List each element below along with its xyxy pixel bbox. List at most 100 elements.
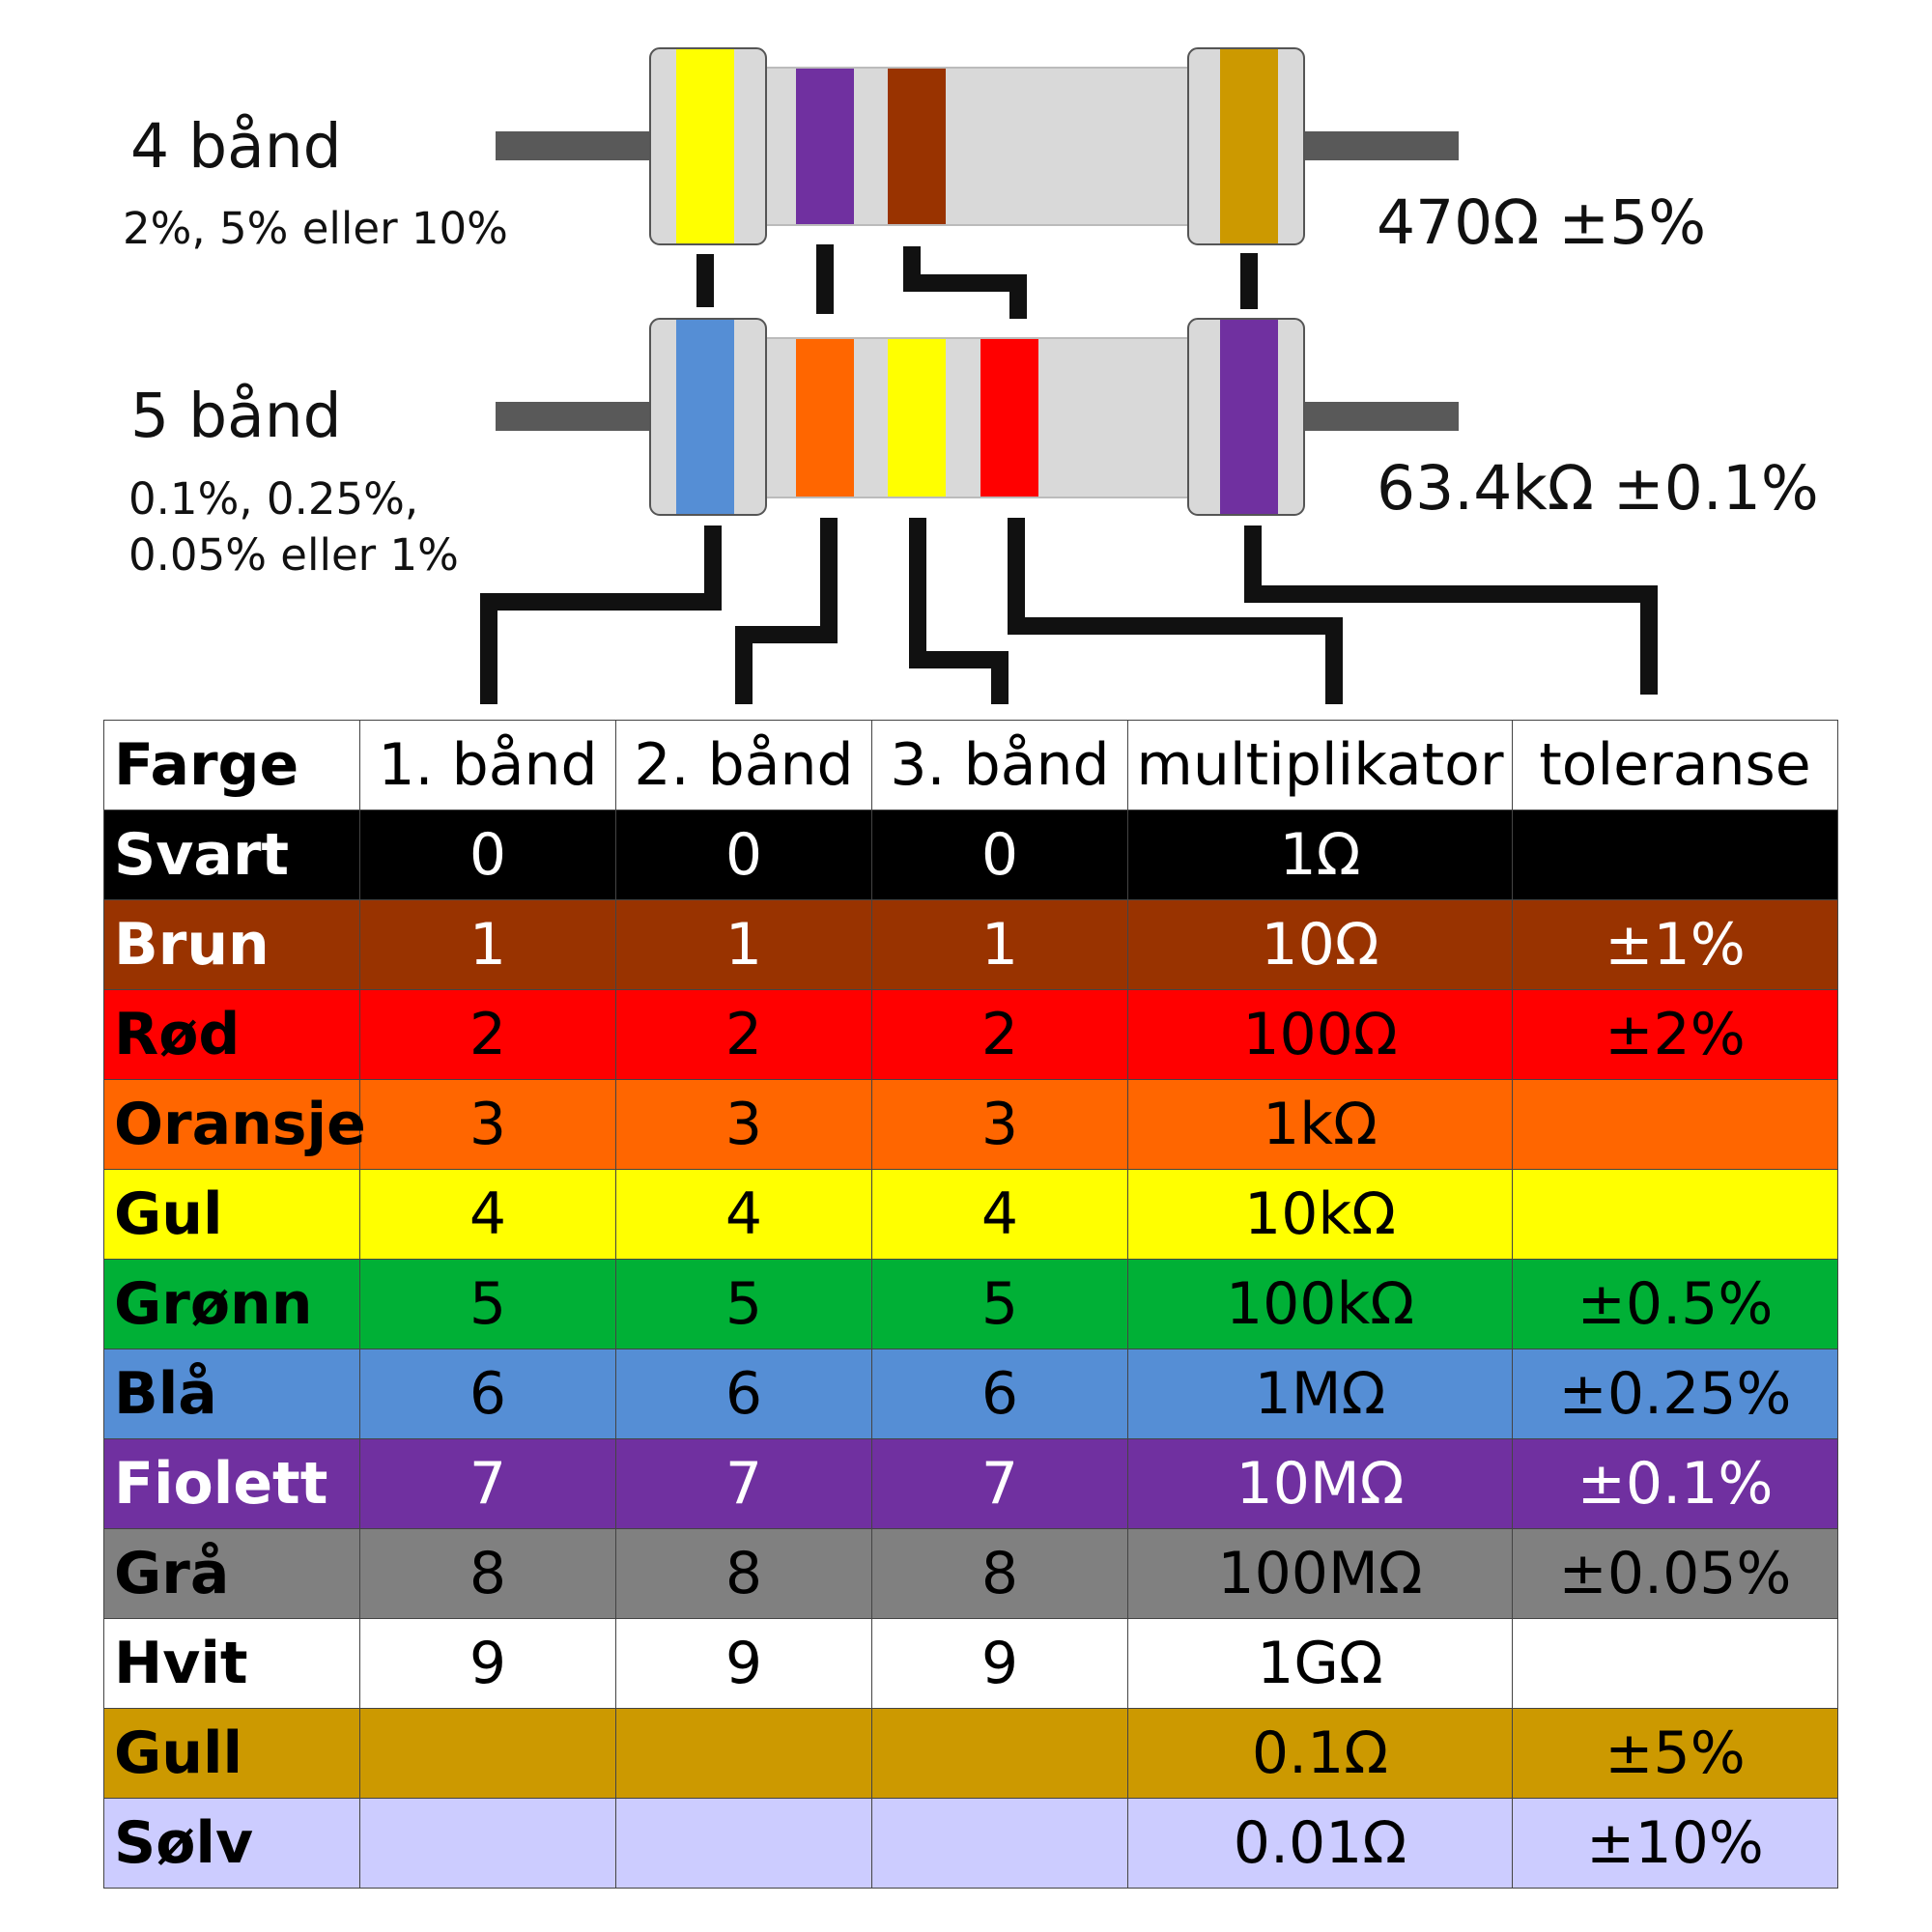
header-band-1: 1. bånd	[359, 720, 616, 810]
band-2-cell: 4	[615, 1169, 872, 1260]
multiplier-cell: 10Ω	[1127, 899, 1513, 990]
multiplier-cell: 100MΩ	[1127, 1528, 1513, 1619]
tolerance-cell: ±10%	[1512, 1798, 1838, 1889]
lead-right	[1304, 131, 1459, 160]
band-4	[980, 339, 1038, 497]
band-1	[676, 49, 734, 243]
resistor-5-title: 5 bånd	[130, 381, 342, 451]
band-3-cell: 7	[871, 1438, 1128, 1529]
tolerance-cell: ±2%	[1512, 989, 1838, 1080]
band-2-cell: 8	[615, 1528, 872, 1619]
band-3	[888, 69, 946, 224]
band-2	[796, 69, 854, 224]
tolerance-cell: ±5%	[1512, 1708, 1838, 1799]
connector-to-band-1	[480, 526, 722, 704]
color-name-cell: Blå	[103, 1349, 360, 1439]
color-name-cell: Gull	[103, 1708, 360, 1799]
band-2-cell: 9	[615, 1618, 872, 1709]
color-name-cell: Brun	[103, 899, 360, 990]
multiplier-cell: 1Ω	[1127, 810, 1513, 900]
color-name-cell: Fiolett	[103, 1438, 360, 1529]
header-band-2: 2. bånd	[615, 720, 872, 810]
table-row: Gull 0.1Ω ±5%	[103, 1708, 1838, 1799]
header-color: Farge	[103, 720, 360, 810]
band-1-cell: 0	[359, 810, 616, 900]
color-name-cell: Rød	[103, 989, 360, 1080]
table-header-row: Farge 1. bånd 2. bånd 3. bånd multiplika…	[103, 720, 1838, 810]
band-3-cell	[871, 1798, 1128, 1889]
lead-left	[496, 402, 650, 431]
band-3-cell: 5	[871, 1259, 1128, 1350]
connector-band-3	[903, 246, 1027, 319]
color-name-cell: Gul	[103, 1169, 360, 1260]
band-3-cell: 1	[871, 899, 1128, 990]
band-3-cell: 2	[871, 989, 1128, 1080]
tolerance-cell	[1512, 1079, 1838, 1170]
tolerance-cell: ±0.05%	[1512, 1528, 1838, 1619]
band-1-cell	[359, 1798, 616, 1889]
table-row: Oransje 3 3 3 1kΩ	[103, 1079, 1838, 1170]
multiplier-cell: 10MΩ	[1127, 1438, 1513, 1529]
band-3-cell: 3	[871, 1079, 1128, 1170]
band-1-cell: 9	[359, 1618, 616, 1709]
band-1-cell: 8	[359, 1528, 616, 1619]
connector-to-band-2	[735, 518, 838, 704]
multiplier-cell: 1kΩ	[1127, 1079, 1513, 1170]
table-row: Rød 2 2 2 100Ω ±2%	[103, 989, 1838, 1080]
connector-to-tolerance	[1244, 526, 1658, 695]
band-2-cell: 6	[615, 1349, 872, 1439]
resistor-5-subtitle-line1: 0.1%, 0.25%,	[128, 473, 418, 525]
band-1-cell: 6	[359, 1349, 616, 1439]
table-row: Fiolett 7 7 7 10MΩ ±0.1%	[103, 1438, 1838, 1529]
resistor-4-title: 4 bånd	[130, 111, 342, 182]
band-3	[888, 339, 946, 497]
color-name-cell: Grå	[103, 1528, 360, 1619]
band-1-cell: 2	[359, 989, 616, 1080]
color-name-cell: Hvit	[103, 1618, 360, 1709]
tolerance-cell: ±0.25%	[1512, 1349, 1838, 1439]
lead-left	[496, 131, 650, 160]
band-1-cell: 7	[359, 1438, 616, 1529]
band-3-cell: 6	[871, 1349, 1128, 1439]
band-1-cell: 4	[359, 1169, 616, 1260]
band-3-cell	[871, 1708, 1128, 1799]
band-4	[1220, 49, 1278, 243]
table-row: Blå 6 6 6 1MΩ ±0.25%	[103, 1349, 1838, 1439]
resistor-4-value: 470Ω ±5%	[1377, 187, 1706, 258]
multiplier-cell: 100Ω	[1127, 989, 1513, 1080]
band-2-cell	[615, 1798, 872, 1889]
connector-to-band-3	[909, 518, 1009, 704]
tolerance-cell: ±0.5%	[1512, 1259, 1838, 1350]
color-name-cell: Grønn	[103, 1259, 360, 1350]
column-connectors	[480, 518, 1658, 704]
band-1-cell: 5	[359, 1259, 616, 1350]
band-5	[1220, 320, 1278, 514]
band-3-cell: 8	[871, 1528, 1128, 1619]
resistor-5-subtitle-line2: 0.05% eller 1%	[128, 529, 459, 581]
band-3-cell: 4	[871, 1169, 1128, 1260]
color-code-table: Farge 1. bånd 2. bånd 3. bånd multiplika…	[103, 720, 1838, 1889]
band-1-cell: 1	[359, 899, 616, 990]
tolerance-cell: ±1%	[1512, 899, 1838, 990]
table-row: Brun 1 1 1 10Ω ±1%	[103, 899, 1838, 990]
band-1-cell	[359, 1708, 616, 1799]
color-name-cell: Sølv	[103, 1798, 360, 1889]
resistor-4-subtitle: 2%, 5% eller 10%	[123, 203, 508, 254]
lead-right	[1304, 402, 1459, 431]
table-row: Grå 8 8 8 100MΩ ±0.05%	[103, 1528, 1838, 1619]
band-3-cell: 0	[871, 810, 1128, 900]
multiplier-cell: 0.01Ω	[1127, 1798, 1513, 1889]
band-3-cell: 9	[871, 1618, 1128, 1709]
color-name-cell: Svart	[103, 810, 360, 900]
multiplier-cell: 100kΩ	[1127, 1259, 1513, 1350]
table-row: Gul 4 4 4 10kΩ	[103, 1169, 1838, 1260]
resistor-5-band: 5 bånd 0.1%, 0.25%, 0.05% eller 1% 63.4k…	[128, 318, 1819, 581]
header-band-3: 3. bånd	[871, 720, 1128, 810]
band-2-cell	[615, 1708, 872, 1799]
resistor-4-band: 4 bånd 2%, 5% eller 10% 470Ω ±5%	[123, 47, 1706, 258]
table-row: Sølv 0.01Ω ±10%	[103, 1798, 1838, 1889]
table-row: Grønn 5 5 5 100kΩ ±0.5%	[103, 1259, 1838, 1350]
header-tolerance: toleranse	[1512, 720, 1838, 810]
color-name-cell: Oransje	[103, 1079, 366, 1170]
